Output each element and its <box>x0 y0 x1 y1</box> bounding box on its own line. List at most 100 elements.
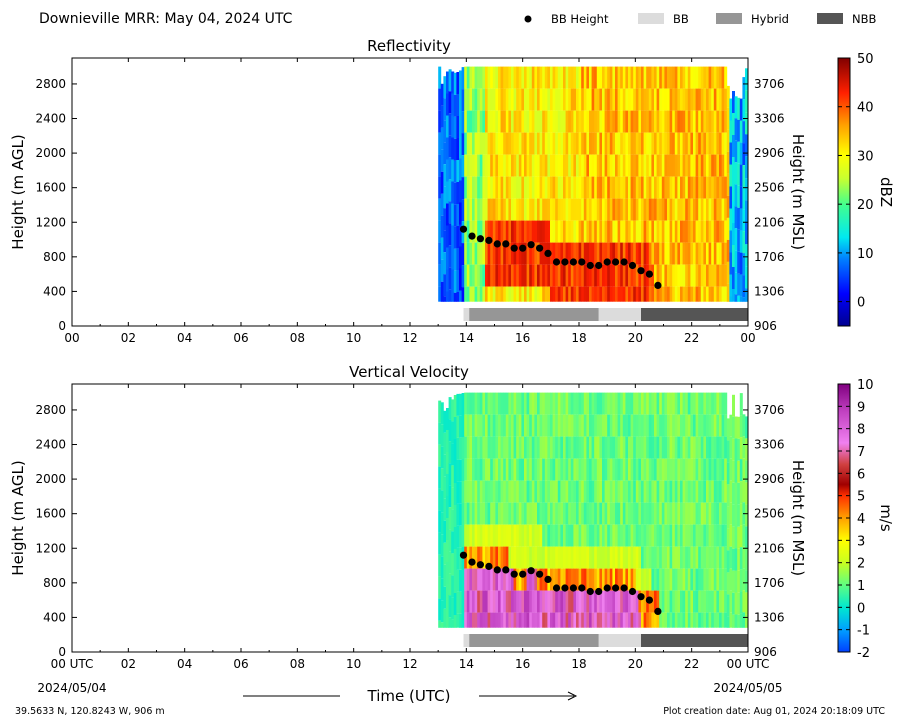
heatmap-cell <box>620 154 624 177</box>
heatmap-cell <box>570 88 574 111</box>
y-right-tick-label: 2906 <box>754 472 785 486</box>
y-tick-label: 2800 <box>35 403 66 417</box>
heatmap-cell <box>622 220 626 243</box>
x-axis-label: Time (UTC) <box>367 687 451 705</box>
heatmap-cell <box>646 132 650 155</box>
heatmap-cell <box>706 524 709 547</box>
heatmap-cell <box>482 220 486 243</box>
heatmap-cell <box>604 154 608 177</box>
heatmap-cell <box>682 154 686 177</box>
heatmap-cell <box>438 554 442 577</box>
heatmap-cell <box>672 154 676 177</box>
heatmap-cell <box>635 88 639 111</box>
heatmap-cell <box>706 154 709 177</box>
reflectivity-colorbar <box>837 57 851 327</box>
heatmap-cell <box>667 392 670 415</box>
heatmap-cell <box>719 458 722 481</box>
heatmap-cell <box>635 242 639 265</box>
heatmap-cell <box>456 393 460 416</box>
heatmap-cell <box>443 208 447 231</box>
heatmap-cell <box>487 458 491 481</box>
heatmap-cell <box>654 458 657 481</box>
heatmap-cell <box>492 480 496 503</box>
heatmap-cell <box>521 590 525 613</box>
heatmap-cell <box>490 546 494 569</box>
heatmap-cell <box>534 414 538 437</box>
heatmap-cell <box>685 154 689 177</box>
heatmap-cell <box>495 176 499 199</box>
heatmap-cell <box>654 436 657 459</box>
heatmap-cell <box>589 436 592 459</box>
heatmap-cell <box>448 91 452 114</box>
reflectivity-bb-height-series <box>459 225 662 289</box>
heatmap-cell <box>576 392 579 415</box>
heatmap-cell <box>537 66 540 89</box>
heatmap-cell <box>672 242 676 265</box>
heatmap-cell <box>734 162 738 185</box>
heatmap-cell <box>643 480 647 503</box>
heatmap-cell <box>596 436 600 459</box>
heatmap-cell <box>578 154 582 177</box>
heatmap-cell <box>464 242 468 265</box>
heatmap-cell <box>518 590 522 613</box>
heatmap-cell <box>742 612 746 628</box>
heatmap-cell <box>518 132 522 155</box>
heatmap-cell <box>745 504 748 527</box>
heatmap-cell <box>456 459 460 482</box>
heatmap-cell <box>453 270 457 293</box>
heatmap-cell <box>534 264 538 287</box>
heatmap-cell <box>690 242 694 265</box>
heatmap-cell <box>667 154 670 177</box>
heatmap-cell <box>563 414 566 437</box>
colorbar-tick-label: 8 <box>857 423 865 438</box>
heatmap-cell <box>521 154 525 177</box>
heatmap-cell <box>625 132 629 155</box>
heatmap-cell <box>625 154 629 177</box>
heatmap-cell <box>521 414 525 437</box>
heatmap-cell <box>729 590 733 613</box>
heatmap-cell <box>591 154 595 177</box>
heatmap-cell <box>651 612 655 628</box>
heatmap-cell <box>581 524 585 547</box>
heatmap-cell <box>555 546 559 569</box>
y-right-tick-label: 2506 <box>754 507 785 521</box>
heatmap-cell <box>737 207 741 230</box>
heatmap-cell <box>721 480 725 503</box>
heatmap-cell <box>443 164 447 187</box>
heatmap-cell <box>440 578 444 601</box>
heatmap-cell <box>672 286 676 302</box>
heatmap-cell <box>503 286 507 302</box>
heatmap-cell <box>446 408 449 430</box>
heatmap-cell <box>526 264 530 287</box>
heatmap-cell <box>620 546 624 569</box>
heatmap-cell <box>581 590 585 613</box>
heatmap-cell <box>448 485 452 508</box>
heatmap-cell <box>633 88 637 111</box>
heatmap-cell <box>505 198 509 221</box>
y-tick-label: 0 <box>58 319 66 333</box>
heatmap-cell <box>680 612 683 628</box>
heatmap-cell <box>586 198 590 221</box>
heatmap-cell <box>573 264 577 287</box>
heatmap-cell <box>477 264 481 287</box>
heatmap-cell <box>721 612 725 628</box>
heatmap-cell <box>505 480 509 503</box>
heatmap-cell <box>732 416 735 439</box>
heatmap-cell <box>591 524 595 547</box>
heatmap-cell <box>550 436 553 459</box>
heatmap-cell <box>526 590 530 613</box>
heatmap-cell <box>542 590 546 613</box>
heatmap-cell <box>695 176 699 199</box>
heatmap-cell <box>492 612 496 628</box>
vertical-velocity-heatmap <box>438 392 748 628</box>
heatmap-cell <box>651 414 655 437</box>
heatmap-cell <box>615 66 618 89</box>
heatmap-cell <box>708 88 712 111</box>
heatmap-cell <box>503 546 507 569</box>
heatmap-cell <box>630 198 634 221</box>
heatmap-cell <box>638 392 642 415</box>
heatmap-cell <box>742 297 746 302</box>
heatmap-cell <box>591 264 595 287</box>
heatmap-cell <box>669 458 673 481</box>
heatmap-cell <box>591 436 595 459</box>
